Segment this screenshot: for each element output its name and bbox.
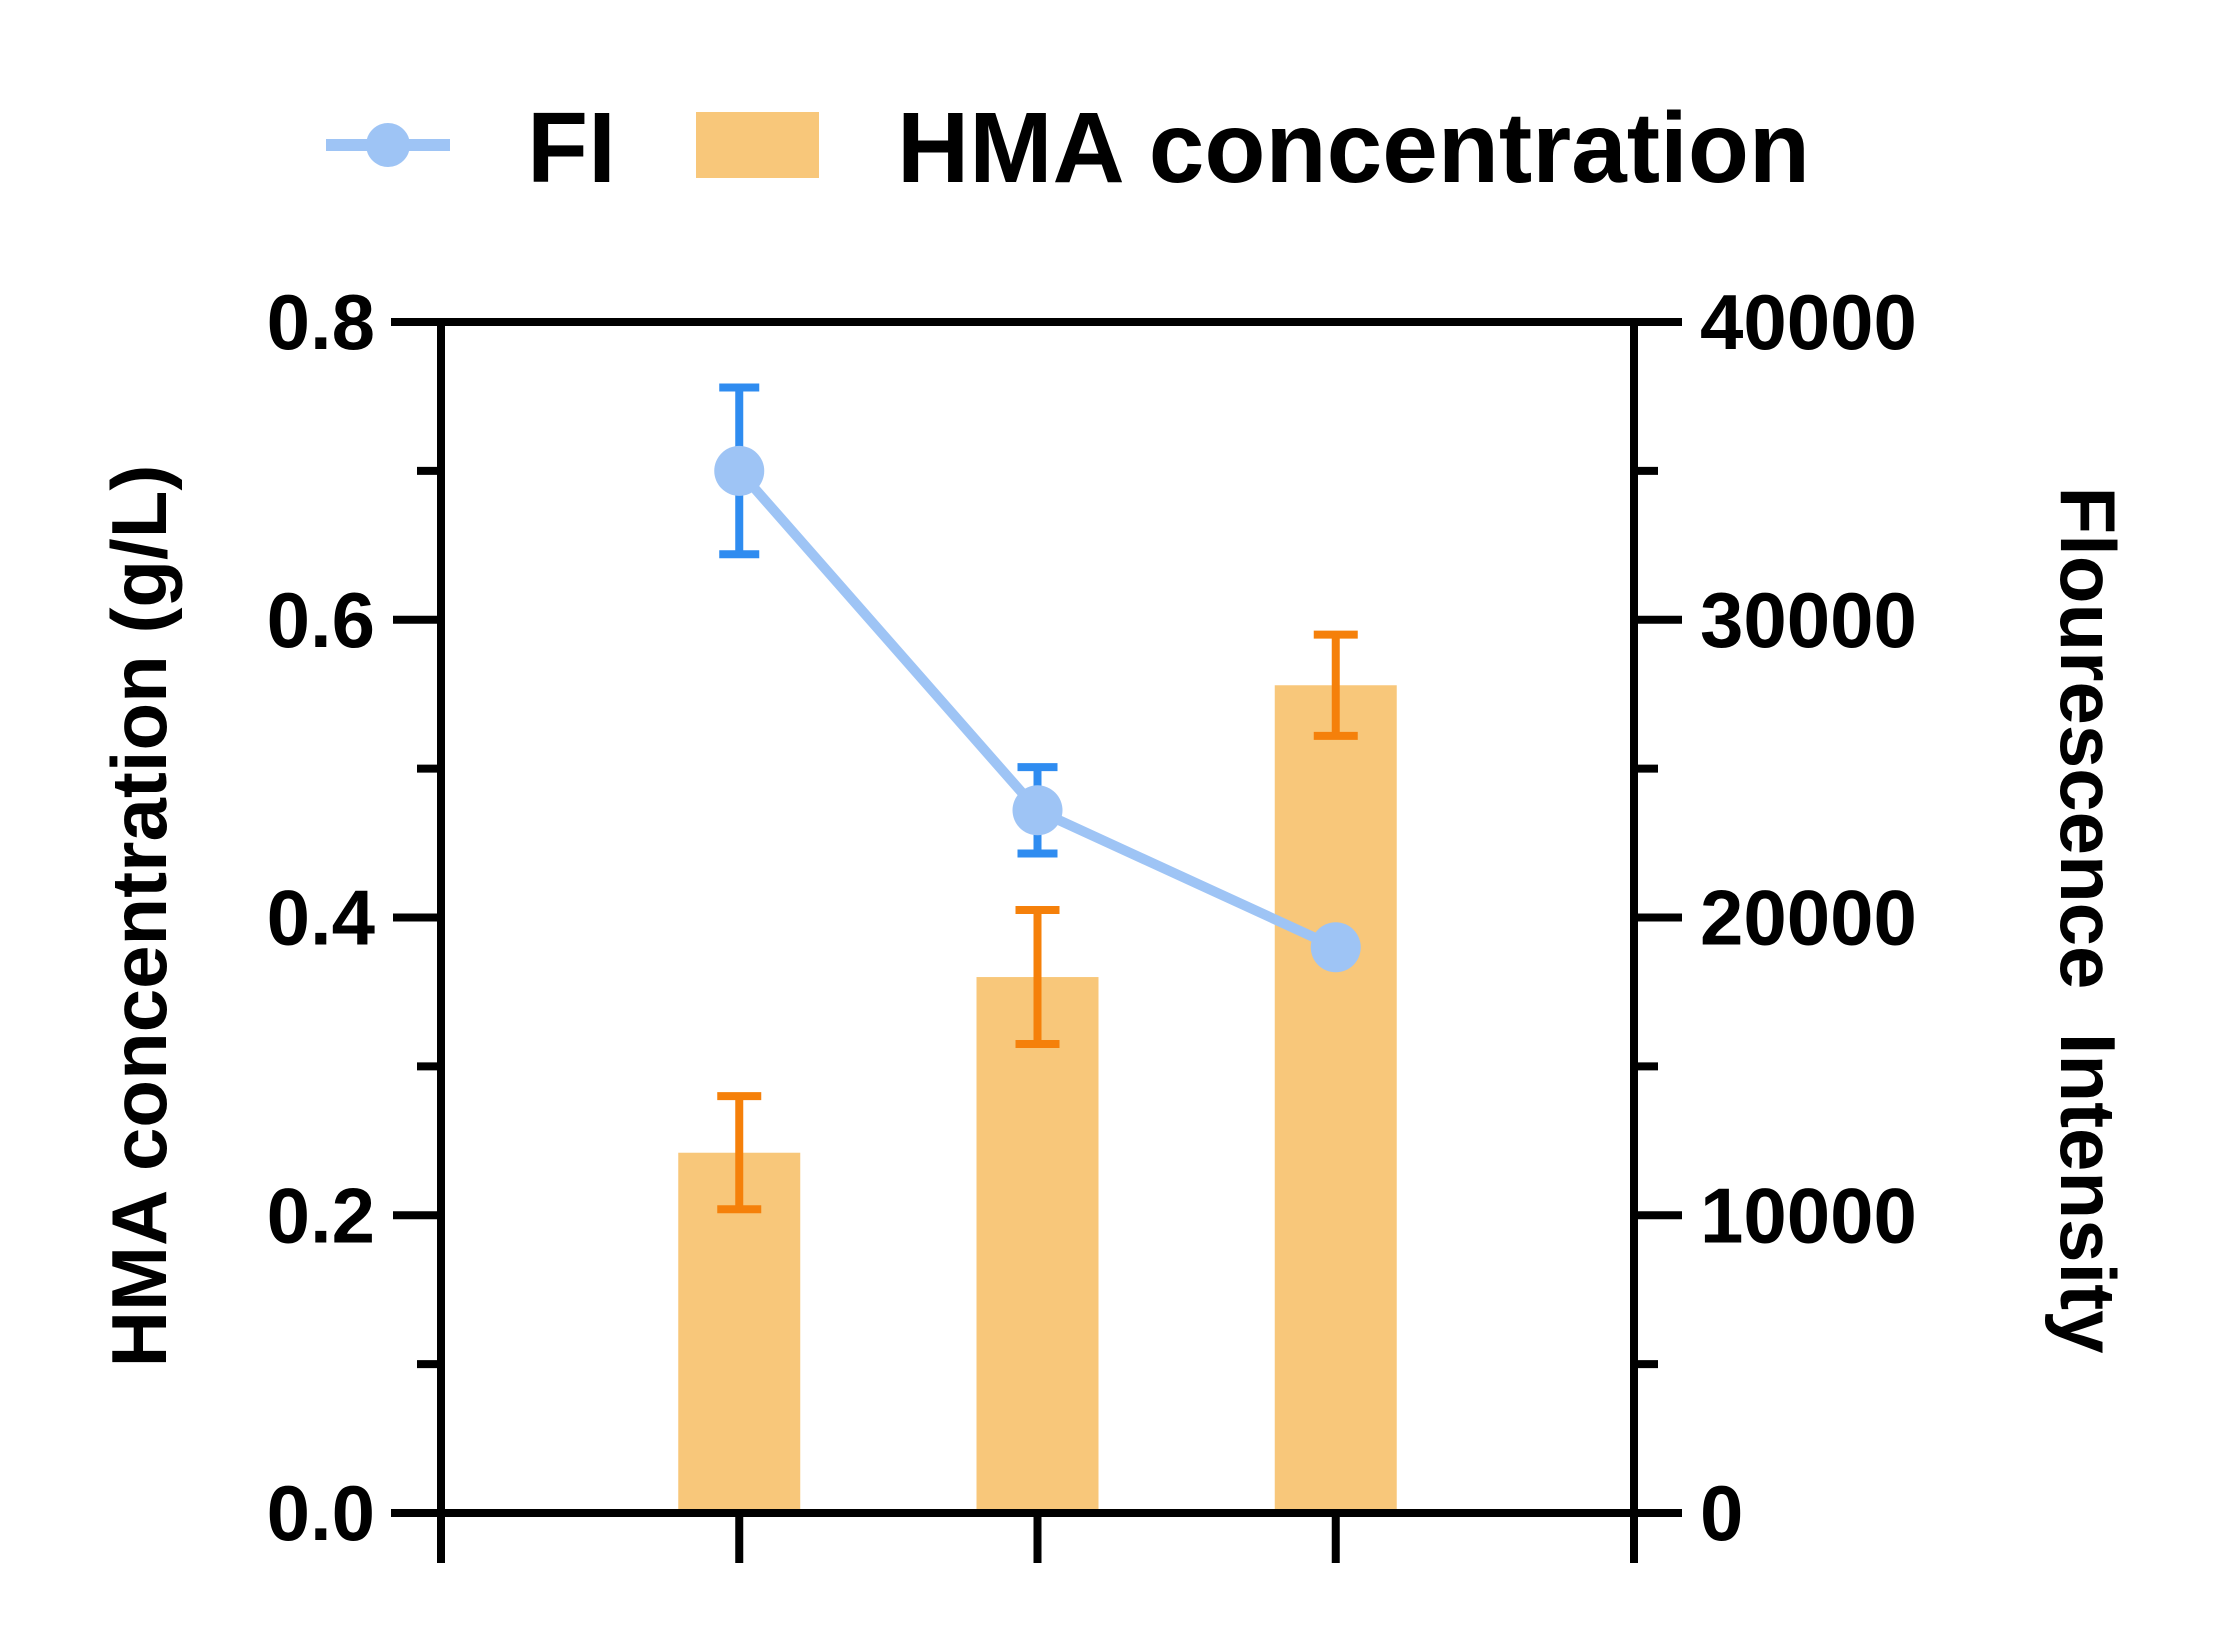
left-tick-label-2: 0.4 — [267, 874, 375, 962]
right-tick-label-3: 30000 — [1700, 576, 1917, 664]
errorbar-hma-1 — [717, 1092, 762, 1214]
left-axis: 0.0 0.2 0.4 0.6 0.8 — [267, 278, 441, 1557]
legend: FI HMA concentration — [326, 92, 1810, 204]
errorbar-hma-2 — [1015, 906, 1060, 1049]
bar-errors-layer — [717, 630, 1358, 1214]
x-ticks-layer — [437, 1513, 1638, 1563]
legend-hma-label: HMA concentration — [897, 92, 1810, 204]
legend-entry-fi: FI — [326, 92, 616, 204]
left-axis-title: HMA concentration (g/L) — [95, 465, 183, 1368]
line-layer — [714, 383, 1361, 973]
bar-hma-3 — [1274, 685, 1397, 1513]
left-tick-label-0: 0.0 — [267, 1469, 375, 1557]
legend-entry-hma: HMA concentration — [696, 92, 1810, 204]
right-axis-title: Flourescence Intensity — [2044, 487, 2132, 1354]
right-tick-label-1: 10000 — [1700, 1171, 1917, 1259]
point-fi-3 — [1310, 922, 1361, 973]
left-tick-label-4: 0.8 — [267, 278, 375, 366]
legend-hma-bar-swatch — [696, 112, 819, 178]
point-fi-1 — [714, 445, 765, 496]
right-tick-label-0: 0 — [1700, 1469, 1743, 1557]
errorbar-hma-3 — [1313, 630, 1358, 740]
bar-hma-2 — [976, 977, 1099, 1513]
right-axis: 0 10000 20000 30000 40000 — [1634, 278, 1917, 1557]
legend-fi-label: FI — [527, 92, 616, 204]
left-tick-label-3: 0.6 — [267, 576, 375, 664]
left-tick-label-1: 0.2 — [267, 1171, 375, 1259]
legend-fi-marker-swatch — [366, 123, 410, 167]
point-fi-2 — [1012, 785, 1063, 836]
right-tick-label-2: 20000 — [1700, 874, 1917, 962]
right-tick-label-4: 40000 — [1700, 278, 1917, 366]
line-fi — [735, 467, 1338, 952]
